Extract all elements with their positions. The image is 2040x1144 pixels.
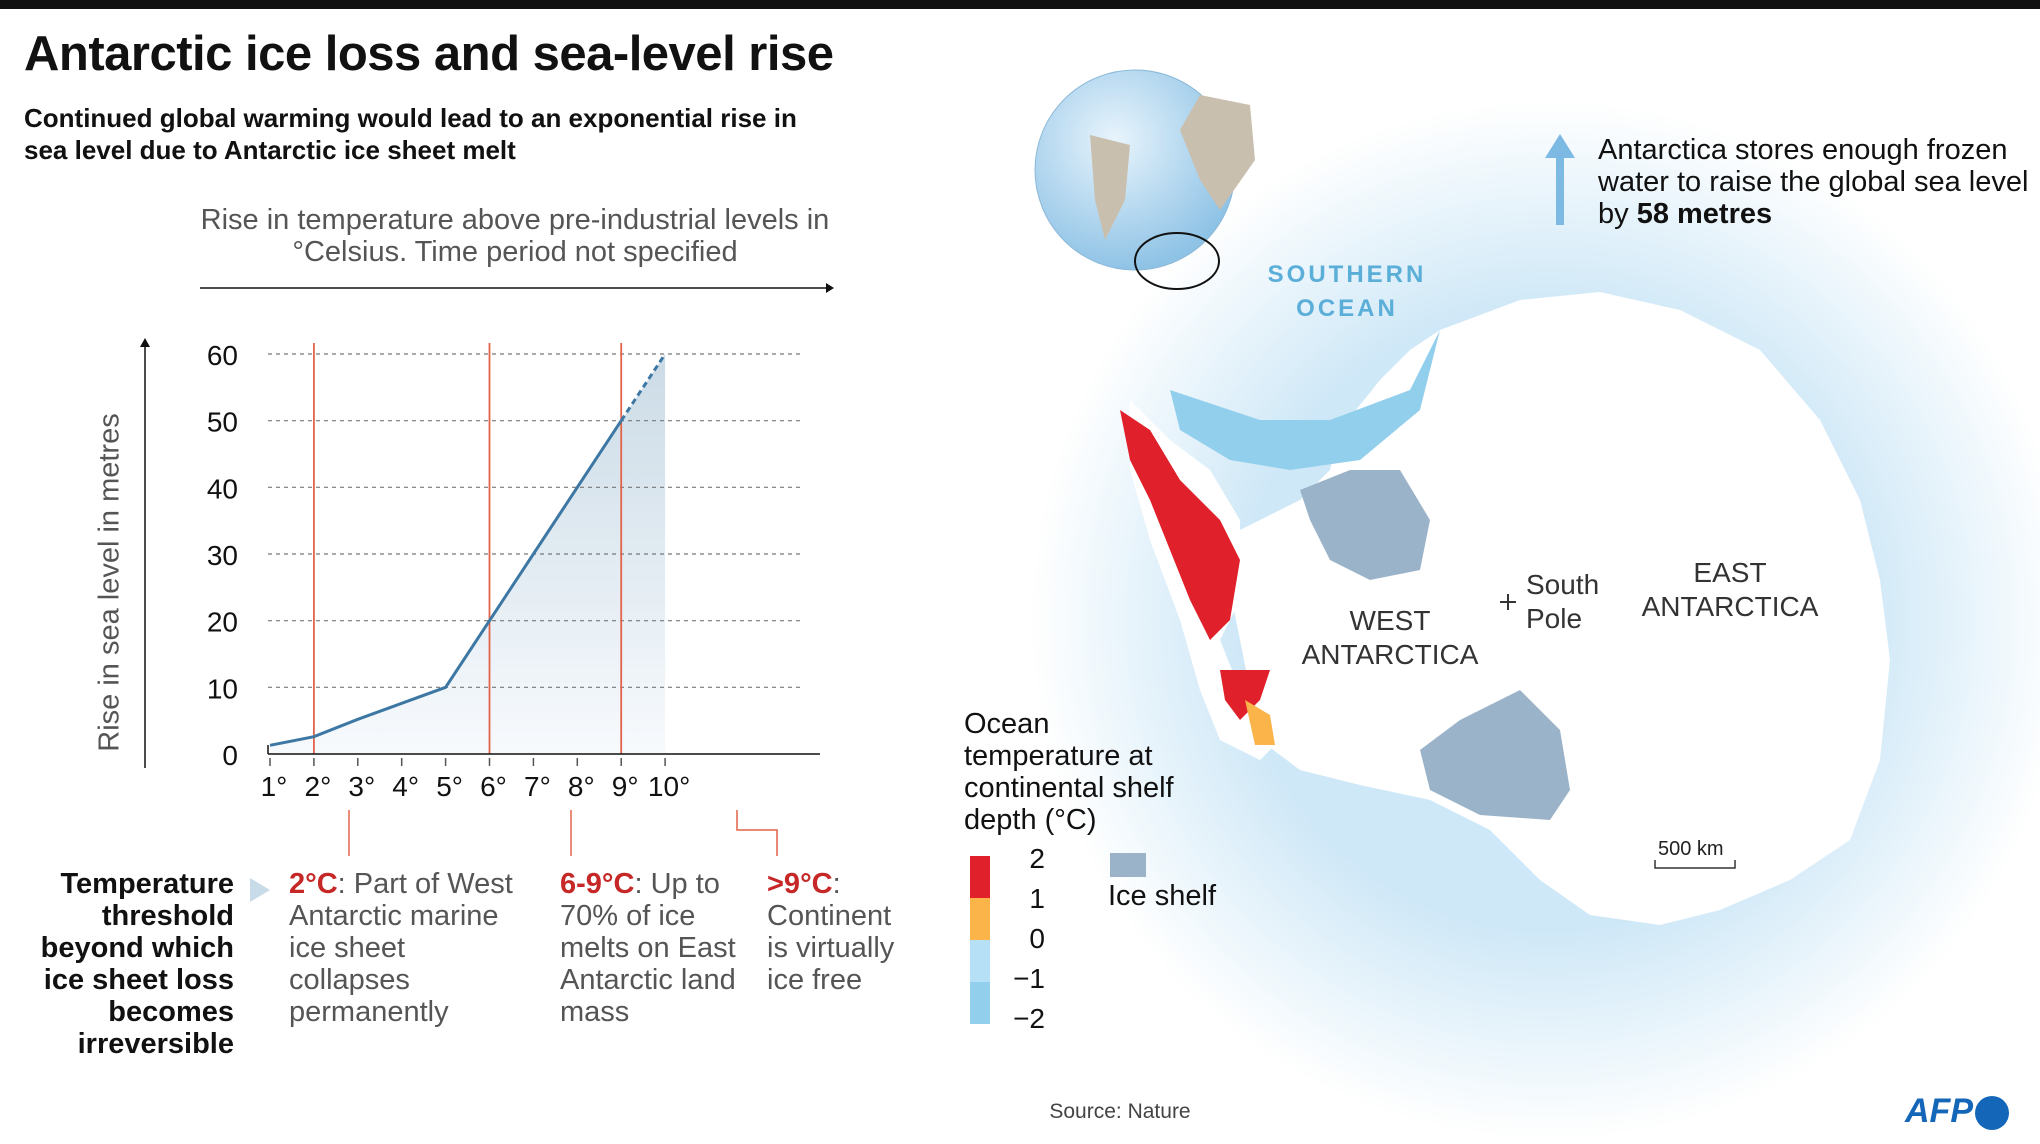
west-antarctica-label: WEST ANTARCTICA: [1301, 605, 1479, 670]
y-tick-label: 40: [207, 473, 238, 504]
legend-tick: 0: [1029, 923, 1045, 954]
sea-level-chart: 0 10 20 30 40 50 60 1° 2° 3° 4° 5° 6° 7° 8° 9° 10°: [207, 340, 820, 802]
legend-swatch-minus1-minus2: [970, 982, 990, 1024]
x-tick-label: 3°: [348, 771, 375, 802]
legend-title: Ocean temperature at continental shelf d…: [964, 708, 1174, 836]
series-line-projected: [619, 353, 667, 422]
x-tick-label: 1°: [261, 771, 288, 802]
afp-logo: AFP: [1905, 1092, 2009, 1131]
note-key: >9°C: [767, 868, 833, 900]
legend-tick: −1: [1013, 963, 1045, 994]
warm-water-red: [1120, 410, 1240, 640]
note-key: 2°C: [289, 868, 338, 900]
legend-swatch-0-minus1: [970, 940, 990, 982]
east-antarctica-label: EAST ANTARCTICA: [1641, 557, 1819, 622]
stores-value: 58 metres: [1636, 198, 1773, 230]
pointer-triangle-icon: [250, 878, 270, 902]
ice-shelf-ross: [1420, 690, 1570, 820]
x-tick-label: 8°: [568, 771, 595, 802]
africa-shape: [1180, 95, 1255, 210]
legend-swatch-2-1: [970, 856, 990, 898]
scale-label: 500 km: [1658, 838, 1724, 860]
x-tick-label: 4°: [392, 771, 419, 802]
temperature-legend: [970, 853, 1146, 1024]
antarctica-landmass: [1220, 292, 1890, 925]
cold-water: [1170, 330, 1440, 470]
x-tick-label: 5°: [436, 771, 463, 802]
afp-logo-text: AFP: [1905, 1092, 1973, 1130]
y-tick-label: 30: [207, 540, 238, 571]
x-tick-label: 10°: [648, 771, 690, 802]
x-tick-label: 2°: [305, 771, 332, 802]
page-title: Antarctic ice loss and sea-level rise: [24, 27, 834, 81]
subtitle: Continued global warming would lead to a…: [24, 103, 797, 165]
x-tick-label: 6°: [480, 771, 507, 802]
y-tick-label: 20: [207, 607, 238, 638]
note-9c: >9°C: Continent is virtually ice free: [767, 868, 917, 996]
connector-9c: [736, 810, 778, 856]
legend-tick: 1: [1029, 883, 1045, 914]
note-2c: 2°C: Part of West Antarctic marine ice s…: [289, 868, 519, 1028]
stores-text-body: Antarctica stores enough frozen water to…: [1598, 134, 2029, 230]
note-text: : Continent is virtually ice free: [767, 868, 895, 996]
area-fill: [270, 354, 666, 754]
note-text: : Up to 70% of ice melts on East Antarct…: [560, 868, 736, 1028]
ice-shelf-swatch: [1110, 853, 1146, 877]
warm-water-red-2: [1220, 670, 1270, 720]
x-tick-label: 9°: [612, 771, 639, 802]
y-tick-label: 10: [207, 673, 238, 704]
threshold-label: Temperature threshold beyond which ice s…: [40, 868, 234, 1060]
legend-swatch-1-0: [970, 898, 990, 940]
stores-text: Antarctica stores enough frozen water to…: [1598, 134, 2038, 230]
legend-tick: 2: [1029, 843, 1045, 874]
y-tick-label: 60: [207, 340, 238, 371]
south-america-shape: [1090, 135, 1130, 240]
top-bar: [0, 0, 2040, 9]
note-6-9c: 6-9°C: Up to 70% of ice melts on East An…: [560, 868, 760, 1028]
antarctica-highlight-ring: [1134, 232, 1220, 290]
note-text: : Part of West Antarctic marine ice shee…: [289, 868, 513, 1028]
ice-shelf-ronne: [1300, 470, 1430, 580]
y-tick-label: 0: [222, 740, 238, 771]
x-axis-caption: Rise in temperature above pre-industrial…: [200, 204, 830, 268]
ice-shelf-label: Ice shelf: [1108, 880, 1216, 912]
antarctica-map: [1030, 69, 2040, 1140]
note-key: 6-9°C: [560, 868, 635, 900]
y-tick-label: 50: [207, 407, 238, 438]
legend-tick: −2: [1013, 1003, 1045, 1034]
source: Source: Nature: [1049, 1100, 1191, 1123]
scale-bar: [1654, 860, 1736, 869]
south-pole-label: South Pole: [1526, 569, 1600, 634]
warm-water-orange: [1245, 700, 1275, 745]
southern-ocean-label: SOUTHERN OCEAN: [1267, 261, 1427, 322]
x-tick-label: 7°: [524, 771, 551, 802]
